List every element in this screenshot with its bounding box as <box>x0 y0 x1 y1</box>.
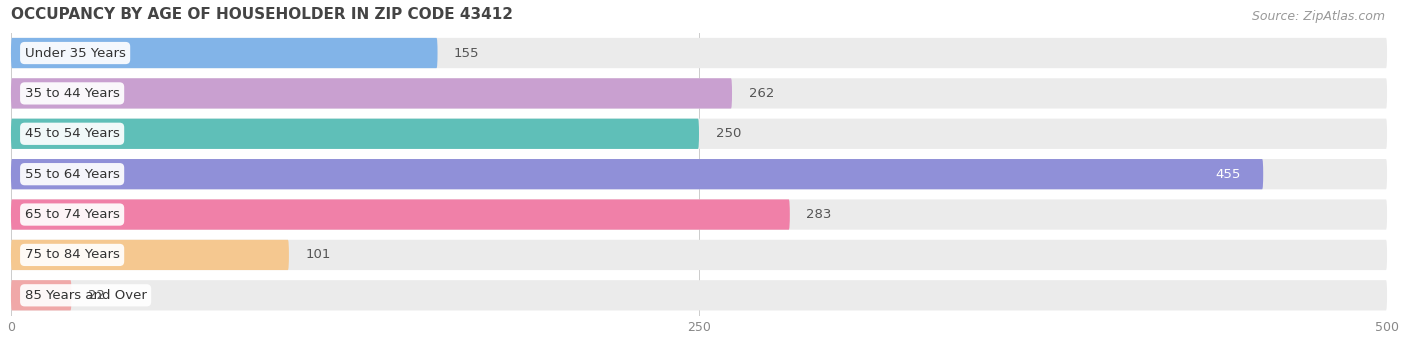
FancyBboxPatch shape <box>11 119 1388 149</box>
FancyBboxPatch shape <box>11 159 1263 189</box>
Text: 155: 155 <box>454 46 479 60</box>
FancyBboxPatch shape <box>11 38 437 68</box>
Text: 55 to 64 Years: 55 to 64 Years <box>25 168 120 181</box>
Text: 45 to 54 Years: 45 to 54 Years <box>25 127 120 140</box>
Text: 250: 250 <box>716 127 741 140</box>
FancyBboxPatch shape <box>11 78 733 108</box>
Text: 22: 22 <box>89 289 105 302</box>
Text: 283: 283 <box>806 208 832 221</box>
Text: 75 to 84 Years: 75 to 84 Years <box>25 249 120 262</box>
FancyBboxPatch shape <box>11 280 72 310</box>
Text: 35 to 44 Years: 35 to 44 Years <box>25 87 120 100</box>
FancyBboxPatch shape <box>11 119 699 149</box>
FancyBboxPatch shape <box>11 240 1388 270</box>
FancyBboxPatch shape <box>11 78 1388 108</box>
Text: OCCUPANCY BY AGE OF HOUSEHOLDER IN ZIP CODE 43412: OCCUPANCY BY AGE OF HOUSEHOLDER IN ZIP C… <box>11 7 513 22</box>
Text: 262: 262 <box>748 87 773 100</box>
FancyBboxPatch shape <box>11 240 288 270</box>
Text: 455: 455 <box>1216 168 1241 181</box>
FancyBboxPatch shape <box>11 38 1388 68</box>
FancyBboxPatch shape <box>11 199 790 230</box>
Text: Under 35 Years: Under 35 Years <box>25 46 125 60</box>
Text: 65 to 74 Years: 65 to 74 Years <box>25 208 120 221</box>
FancyBboxPatch shape <box>11 159 1388 189</box>
Text: Source: ZipAtlas.com: Source: ZipAtlas.com <box>1251 10 1385 23</box>
Text: 85 Years and Over: 85 Years and Over <box>25 289 146 302</box>
Text: 101: 101 <box>305 249 330 262</box>
FancyBboxPatch shape <box>11 280 1388 310</box>
FancyBboxPatch shape <box>11 199 1388 230</box>
